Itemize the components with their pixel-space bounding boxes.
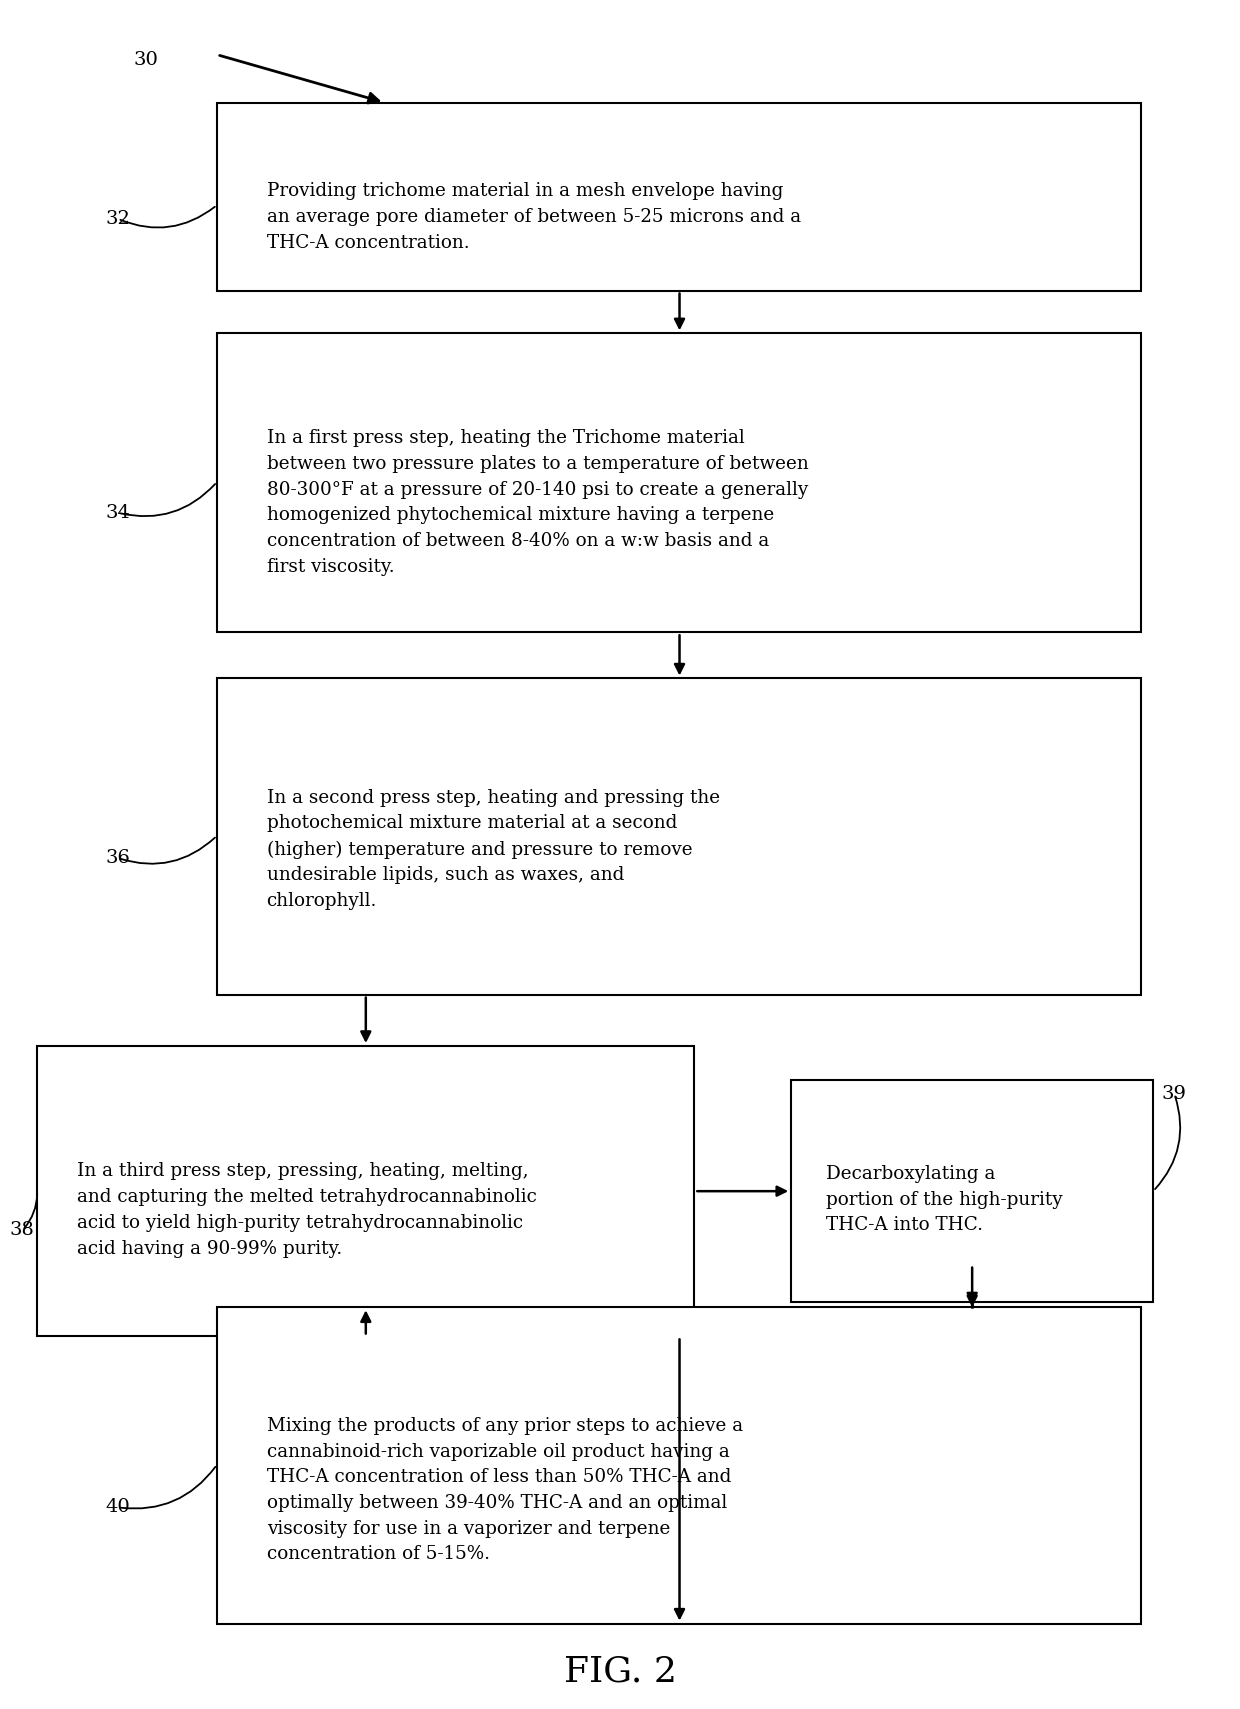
- Text: FIG. 2: FIG. 2: [563, 1654, 677, 1688]
- Text: 39: 39: [1162, 1085, 1187, 1102]
- Text: 40: 40: [105, 1499, 130, 1516]
- FancyBboxPatch shape: [217, 103, 1141, 291]
- FancyBboxPatch shape: [217, 678, 1141, 995]
- Text: Providing trichome material in a mesh envelope having
an average pore diameter o: Providing trichome material in a mesh en…: [267, 183, 801, 251]
- FancyBboxPatch shape: [217, 333, 1141, 632]
- FancyBboxPatch shape: [791, 1080, 1153, 1302]
- Text: 30: 30: [134, 51, 159, 68]
- FancyBboxPatch shape: [37, 1046, 694, 1336]
- FancyBboxPatch shape: [217, 1307, 1141, 1624]
- Text: 38: 38: [10, 1222, 35, 1239]
- Text: In a first press step, heating the Trichome material
between two pressure plates: In a first press step, heating the Trich…: [267, 429, 808, 576]
- Text: In a second press step, heating and pressing the
photochemical mixture material : In a second press step, heating and pres…: [267, 790, 719, 909]
- Text: 36: 36: [105, 849, 130, 866]
- Text: 32: 32: [105, 210, 130, 227]
- Text: In a third press step, pressing, heating, melting,
and capturing the melted tetr: In a third press step, pressing, heating…: [77, 1162, 537, 1258]
- Text: Mixing the products of any prior steps to achieve a
cannabinoid-rich vaporizable: Mixing the products of any prior steps t…: [267, 1417, 743, 1564]
- Text: Decarboxylating a
portion of the high-purity
THC-A into THC.: Decarboxylating a portion of the high-pu…: [826, 1166, 1063, 1234]
- Text: 34: 34: [105, 504, 130, 521]
